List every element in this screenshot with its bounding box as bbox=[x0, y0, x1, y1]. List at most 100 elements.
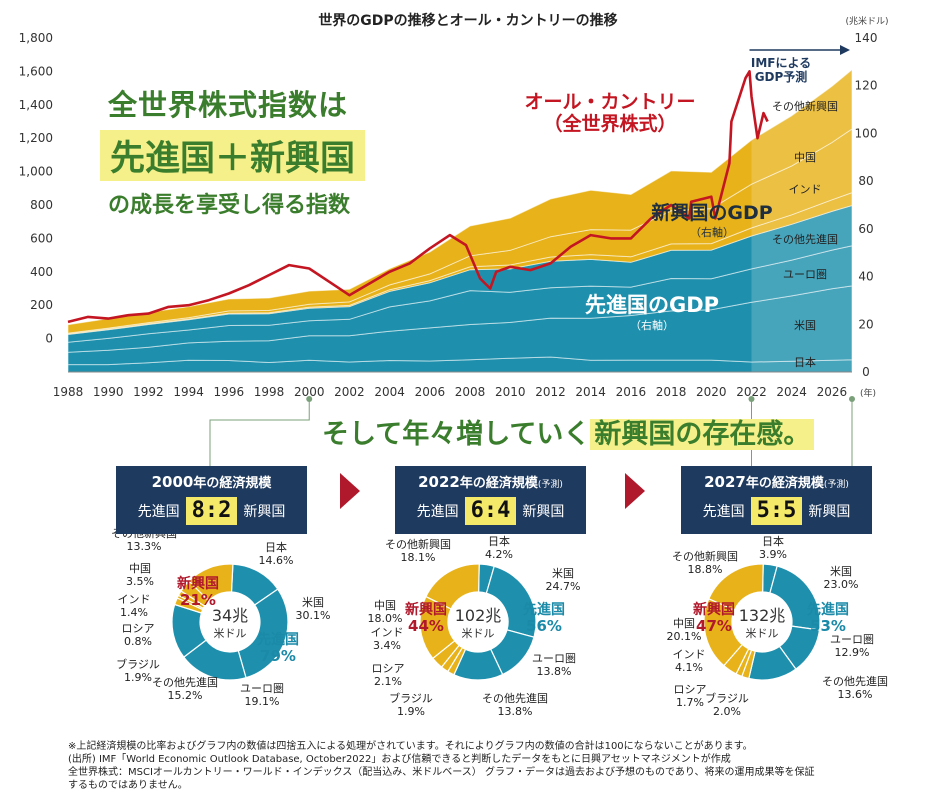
left-tick-label: 800 bbox=[30, 198, 53, 212]
donut-2027-label-米国: 米国 bbox=[830, 565, 852, 578]
left-tick-label: 1,000 bbox=[19, 165, 53, 179]
em-gdp-axis-note: （右軸） bbox=[690, 225, 734, 239]
left-tick-label: 600 bbox=[30, 231, 53, 245]
x-tick-label: 2020 bbox=[696, 385, 727, 399]
donut-2027-label-その他先進国: その他先進国 bbox=[822, 675, 888, 688]
donut-2022-label-インド: インド bbox=[371, 626, 404, 639]
dm-gdp-axis-note: （右軸） bbox=[630, 318, 674, 332]
year-box-2022-year: 2022 bbox=[418, 473, 460, 491]
imf-arrow-head bbox=[840, 45, 850, 55]
year-box-2027-year: 2027 bbox=[704, 473, 746, 491]
right-tick-label: 120 bbox=[855, 79, 878, 93]
x-tick-label: 2014 bbox=[575, 385, 606, 399]
connector-2000 bbox=[209, 399, 310, 466]
donut-2000-slice-その他新興国 bbox=[188, 563, 234, 602]
subheadline-prefix: そして年々増していく bbox=[322, 419, 591, 450]
donut-2000-pct-その他先進国: 15.2% bbox=[168, 689, 203, 702]
left-tick-label: 1,400 bbox=[19, 98, 53, 112]
donut-2027-label-ユーロ圏: ユーロ圏 bbox=[830, 633, 874, 646]
x-tick-label: 2016 bbox=[616, 385, 647, 399]
donut-2027-label-ブラジル: ブラジル bbox=[705, 691, 749, 705]
year-box-2027-dm: 先進国 bbox=[702, 504, 745, 520]
footnote-2: (出所) IMF「World Economic Outlook Database… bbox=[68, 754, 731, 765]
donut-2027-pct-ロシア: 1.7% bbox=[676, 696, 704, 709]
donut-2022-label-ブラジル: ブラジル bbox=[389, 691, 433, 705]
donut-2027-label-中国: 中国 bbox=[673, 617, 695, 630]
left-tick-label: 200 bbox=[30, 298, 53, 312]
donut-2000-pct-米国: 30.1% bbox=[296, 609, 331, 622]
connector-dot-2022 bbox=[748, 396, 755, 402]
right-tick-label: 80 bbox=[858, 174, 873, 188]
em-gdp-label: 新興国のGDP bbox=[651, 201, 772, 224]
donut-2022-label-ロシア: ロシア bbox=[372, 662, 405, 675]
year-box-2027-em: 新興国 bbox=[808, 504, 851, 520]
x-tick-label: 1994 bbox=[173, 385, 204, 399]
year-box-2027-forecast: (予測) bbox=[823, 480, 849, 490]
donut-2000-em-label: 新興国 bbox=[177, 575, 219, 592]
donut-2027-unit: 米ドル bbox=[746, 627, 779, 640]
donut-2027-pct-ユーロ圏: 12.9% bbox=[835, 646, 870, 659]
year-box-2022-forecast: (予測) bbox=[537, 480, 563, 490]
x-tick-label: 2006 bbox=[415, 385, 446, 399]
donut-2027-total: 132兆 bbox=[739, 606, 786, 625]
x-tick-label: 1992 bbox=[133, 385, 164, 399]
donut-2022-label-中国: 中国 bbox=[374, 599, 396, 612]
donut-2022-label-その他先進国: その他先進国 bbox=[482, 692, 548, 705]
acwi-line bbox=[67, 70, 769, 324]
donut-2022-label-日本: 日本 bbox=[488, 534, 510, 548]
headline: 全世界株式指数は 先進国＋新興国 の成長を享受し得る指数 bbox=[100, 82, 366, 219]
x-tick-label: 2024 bbox=[776, 385, 807, 399]
donut-2022-pct-インド: 3.4% bbox=[373, 639, 401, 652]
donut-2022-pct-ロシア: 2.1% bbox=[374, 675, 402, 688]
donut-2022-em-pct: 44% bbox=[408, 617, 444, 635]
progress-arrow-1 bbox=[340, 473, 360, 509]
axes: 02004006008001,0001,2001,4001,6001,80002… bbox=[19, 31, 878, 399]
footnote-3: 全世界株式：MSCIオールカントリー・ワールド・インデックス（配当込み、米ドルベ… bbox=[68, 767, 815, 778]
segment-label-ユーロ圏: ユーロ圏 bbox=[783, 268, 827, 281]
year-box-2000-dm: 先進国 bbox=[137, 504, 180, 520]
right-tick-label: 20 bbox=[858, 317, 873, 331]
x-tick-label: 1998 bbox=[254, 385, 285, 399]
acwi-label: （全世界株式） bbox=[543, 112, 676, 135]
donut-2022-pct-その他先進国: 13.8% bbox=[498, 705, 533, 718]
right-tick-label: 140 bbox=[855, 31, 878, 45]
forecast-shade bbox=[751, 34, 852, 372]
year-box-2027-ratio: 5:5 bbox=[750, 497, 803, 525]
left-tick-label: 1,200 bbox=[19, 131, 53, 145]
imf-forecast-label: GDP予測 bbox=[755, 69, 808, 84]
donut-2000-label-その他先進国: その他先進国 bbox=[152, 676, 218, 689]
year-box-2022-em: 新興国 bbox=[522, 504, 565, 520]
headline-line1: 全世界株式指数は bbox=[108, 88, 349, 122]
acwi-label: オール・カントリー bbox=[524, 91, 695, 113]
donut-2027-pct-中国: 20.1% bbox=[667, 630, 702, 643]
donut-2022-pct-ユーロ圏: 13.8% bbox=[537, 665, 572, 678]
segment-label-米国: 米国 bbox=[794, 319, 816, 332]
donut-2027-label-インド: インド bbox=[673, 648, 706, 661]
year-box-2022: 2022年の経済規模(予測) 先進国 6:4 新興国 bbox=[395, 466, 586, 534]
donut-2022-total: 102兆 bbox=[455, 606, 502, 625]
donut-2022-dm-label: 先進国 bbox=[523, 601, 565, 618]
year-box-2022-dm: 先進国 bbox=[416, 504, 459, 520]
year-box-2027: 2027年の経済規模(予測) 先進国 5:5 新興国 bbox=[681, 466, 872, 534]
footnote-1: ※上記経済規模の比率およびグラフ内の数値は四捨五入による処理がされています。それ… bbox=[68, 741, 753, 752]
donut-2022-label-米国: 米国 bbox=[552, 567, 574, 580]
progress-arrow-2 bbox=[625, 473, 645, 509]
footnotes: ※上記経済規模の比率およびグラフ内の数値は四捨五入による処理がされています。それ… bbox=[68, 740, 928, 792]
donut-2000-pct-その他新興国: 13.3% bbox=[127, 540, 162, 553]
segment-label-その他先進国: その他先進国 bbox=[772, 233, 838, 246]
x-tick-label: 2010 bbox=[495, 385, 526, 399]
donut-2022-label-その他新興国: その他新興国 bbox=[385, 537, 451, 551]
donut-2000-pct-ロシア: 0.8% bbox=[124, 635, 152, 648]
segment-label-インド: インド bbox=[789, 183, 822, 196]
chart-annotations: IMFによるGDP予測オール・カントリー（全世界株式）新興国のGDP（右軸）先進… bbox=[209, 45, 855, 466]
x-tick-label: 1988 bbox=[53, 385, 84, 399]
segment-label-その他新興国: その他新興国 bbox=[772, 99, 838, 113]
donut-2000-label-ユーロ圏: ユーロ圏 bbox=[240, 682, 284, 695]
subheadline: そして年々増していく 新興国の存在感。 bbox=[322, 412, 815, 451]
donut-2022-pct-ブラジル: 1.9% bbox=[397, 705, 425, 718]
donut-2027-label-ロシア: ロシア bbox=[674, 683, 707, 696]
donut-2000-label-インド: インド bbox=[118, 593, 151, 606]
x-tick-label: 2022 bbox=[736, 385, 767, 399]
donut-2027-pct-その他先進国: 13.6% bbox=[838, 688, 873, 701]
